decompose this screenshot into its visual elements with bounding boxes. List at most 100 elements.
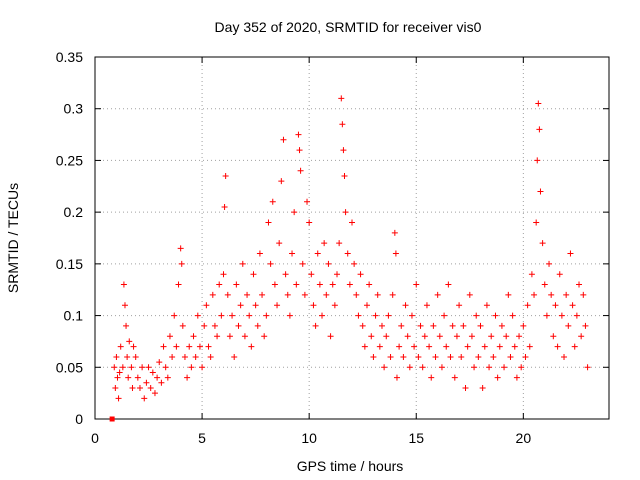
- data-point: [569, 302, 576, 309]
- data-point: [361, 343, 368, 350]
- data-point: [312, 322, 319, 329]
- data-point: [396, 343, 403, 350]
- data-point: [475, 353, 482, 360]
- data-point: [458, 353, 465, 360]
- data-point: [246, 312, 253, 319]
- data-point: [295, 131, 302, 138]
- data-point: [546, 260, 553, 267]
- data-point: [398, 322, 405, 329]
- data-point: [114, 374, 121, 381]
- data-point: [385, 312, 392, 319]
- data-point: [156, 359, 163, 366]
- data-point: [316, 281, 323, 288]
- data-point: [203, 302, 210, 309]
- data-point: [201, 322, 208, 329]
- data-point: [231, 353, 238, 360]
- data-point: [584, 364, 591, 371]
- data-point: [565, 322, 572, 329]
- data-point: [339, 121, 346, 128]
- data-point: [509, 312, 516, 319]
- x-tick-label: 20: [516, 430, 532, 446]
- data-point: [235, 322, 242, 329]
- data-point: [404, 333, 411, 340]
- data-point: [179, 322, 186, 329]
- data-point: [535, 100, 542, 107]
- data-point: [218, 312, 225, 319]
- data-point: [314, 250, 321, 257]
- data-point: [134, 374, 141, 381]
- data-point: [477, 322, 484, 329]
- data-point: [233, 281, 240, 288]
- data-point: [111, 364, 118, 371]
- data-point: [143, 379, 150, 386]
- data-point: [244, 291, 251, 298]
- x-tick-label: 10: [301, 430, 317, 446]
- data-point: [196, 343, 203, 350]
- data-point: [471, 364, 478, 371]
- data-point: [453, 333, 460, 340]
- data-point: [563, 291, 570, 298]
- data-point: [139, 364, 146, 371]
- x-tick-label: 0: [91, 430, 99, 446]
- data-point: [580, 291, 587, 298]
- data-point: [368, 333, 375, 340]
- data-point: [374, 291, 381, 298]
- data-point: [278, 178, 285, 185]
- data-point: [171, 312, 178, 319]
- y-tick-label: 0.1: [64, 308, 84, 324]
- data-point: [220, 271, 227, 278]
- data-point: [505, 291, 512, 298]
- data-point: [136, 384, 143, 391]
- data-point: [248, 343, 255, 350]
- data-point: [280, 136, 287, 143]
- data-point: [428, 374, 435, 381]
- data-point: [468, 333, 475, 340]
- data-point: [456, 302, 463, 309]
- data-point: [128, 364, 135, 371]
- data-point: [267, 260, 274, 267]
- data-point: [169, 353, 176, 360]
- data-point: [576, 281, 583, 288]
- data-point: [211, 322, 218, 329]
- data-point: [276, 240, 283, 247]
- data-point: [462, 384, 469, 391]
- data-point: [340, 147, 347, 154]
- data-point: [483, 302, 490, 309]
- data-point: [550, 333, 557, 340]
- data-point: [531, 291, 538, 298]
- data-point: [387, 353, 394, 360]
- data-point: [436, 333, 443, 340]
- data-point: [186, 343, 193, 350]
- data-point: [370, 353, 377, 360]
- data-point: [421, 333, 428, 340]
- grid: [95, 57, 609, 419]
- square-marker: [109, 416, 115, 422]
- data-point: [516, 333, 523, 340]
- data-point: [291, 209, 298, 216]
- y-tick-label: 0.3: [64, 101, 84, 117]
- data-point: [338, 95, 345, 102]
- data-point: [381, 364, 388, 371]
- data-point: [411, 343, 418, 350]
- data-point: [344, 250, 351, 257]
- data-point: [112, 384, 119, 391]
- data-point: [162, 364, 169, 371]
- y-axis: 0 0.05 0.1 0.15 0.2 0.25 0.3 0.35: [56, 49, 609, 427]
- data-point: [363, 302, 370, 309]
- data-point: [306, 219, 313, 226]
- data-point: [567, 250, 574, 257]
- data-point: [534, 157, 541, 164]
- data-point: [383, 333, 390, 340]
- data-point: [261, 333, 268, 340]
- data-point: [158, 379, 165, 386]
- data-point: [224, 291, 231, 298]
- y-tick-label: 0.05: [56, 359, 83, 375]
- data-point: [522, 353, 529, 360]
- data-point: [541, 281, 548, 288]
- data-point: [556, 271, 563, 278]
- data-point: [239, 260, 246, 267]
- data-point: [498, 322, 505, 329]
- data-point: [289, 250, 296, 257]
- data-point: [177, 245, 184, 252]
- data-point: [391, 229, 398, 236]
